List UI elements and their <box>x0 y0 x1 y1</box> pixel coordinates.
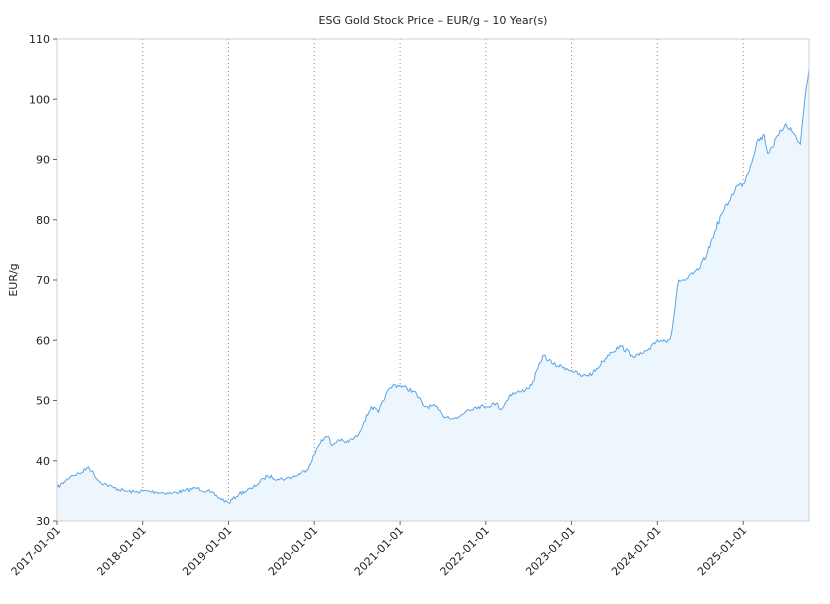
y-tick-label: 90 <box>36 154 50 167</box>
price-area-fill <box>57 69 809 521</box>
y-tick-label: 70 <box>36 274 50 287</box>
y-tick-label: 40 <box>36 455 50 468</box>
y-tick-label: 30 <box>36 515 50 528</box>
price-line <box>56 69 810 504</box>
y-tick-label: 80 <box>36 214 50 227</box>
chart-title: ESG Gold Stock Price – EUR/g – 10 Year(s… <box>319 14 548 27</box>
y-axis-label: EUR/g <box>7 263 20 296</box>
y-tick-label: 110 <box>29 33 50 46</box>
y-tick-label: 50 <box>36 395 50 408</box>
y-tick-label: 60 <box>36 334 50 347</box>
y-tick-label: 100 <box>29 93 50 106</box>
area-layer <box>56 69 810 521</box>
y-axis-ticks: 30 40 50 60 70 80 90 100 110 <box>29 33 57 528</box>
grid-layer <box>142 39 744 521</box>
